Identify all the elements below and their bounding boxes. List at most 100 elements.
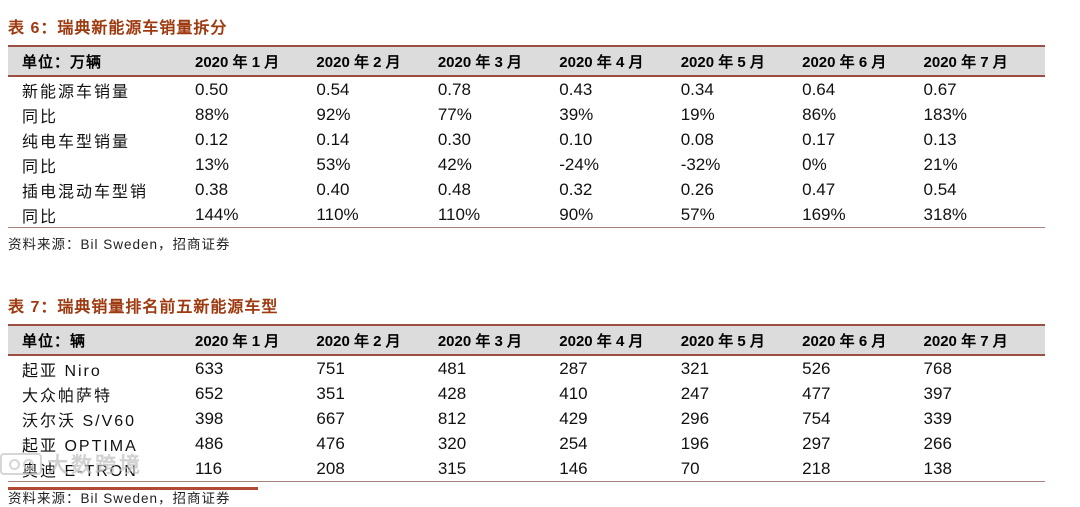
value-cell: 0.34 [680,79,714,99]
month-header-cell: 2020 年 7 月 [923,324,1045,356]
unit-header-cell: 单位：辆 [8,324,195,356]
value-cell: 812 [437,408,467,428]
value-cell: 0.10 [559,129,593,149]
value-cell: 476 [316,433,345,453]
value-cell: 428 [437,383,467,403]
value-cell: 110% [316,202,438,228]
table-6-header-row: 单位：万辆 2020 年 1 月 2020 年 2 月 2020 年 3 月 2020… [8,45,1045,77]
row-label: 同比 [8,202,195,228]
row-label: 同比 [22,158,59,176]
value-cell: 481 [437,358,467,378]
value-cell: 21% [923,154,958,174]
table-row: 起亚 OPTIMA 486 476 320 254 196 297 266 [8,431,1045,456]
value-cell: 0.38 [195,179,229,199]
table-row: 奥迪 E-TRON 116 208 315 146 70 218 138 [8,456,1045,482]
table-row: 同比 144% 110% 110% 90% 57% 169% 318% [8,202,1045,228]
row-label: 起亚 OPTIMA [22,437,138,455]
table-row: 起亚 Niro 633 751 481 287 321 526 768 [8,355,1045,381]
value-cell: 110% [437,202,560,228]
month-header-cell: 2020 年 2 月 [316,45,438,77]
month-header-cell: 2020 年 5 月 [680,324,803,356]
value-cell: 70 [680,456,803,482]
table-7-body: 起亚 Niro 633 751 481 287 321 526 768 大众帕萨特 652 351 4… [8,355,1045,482]
value-cell: 0.26 [680,179,714,199]
value-cell: 183% [923,104,968,124]
value-cell: 77% [437,104,472,124]
value-cell: 92% [316,104,351,124]
value-cell: 398 [195,408,224,428]
table-row: 纯电车型销量 0.12 0.14 0.30 0.10 0.08 0.17 0.13 [8,127,1045,152]
value-cell: 768 [923,358,952,378]
value-cell: 318% [923,202,1045,228]
value-cell: 351 [316,383,345,403]
value-cell: 0.32 [559,179,593,199]
value-cell: 0.14 [316,129,350,149]
value-cell: -24% [559,154,599,174]
row-label: 同比 [22,108,59,126]
value-cell: 88% [195,104,230,124]
row-label: 纯电车型销量 [22,133,131,151]
row-label: 新能源车销量 [22,83,131,101]
month-header-cell: 2020 年 1 月 [195,324,317,356]
value-cell: 296 [680,408,710,428]
month-header-cell: 2020 年 7 月 [923,45,1045,77]
value-cell: 633 [195,358,224,378]
table-row: 沃尔沃 S/V60 398 667 812 429 296 754 339 [8,406,1045,431]
value-cell: 13% [195,154,230,174]
month-header-cell: 2020 年 3 月 [437,45,560,77]
table-7-section: 表 7：瑞典销量排名前五新能源车型 单位：辆 2020 年 1 月 2020 年 … [8,293,1045,507]
table-row: 插电混动车型销 0.38 0.40 0.48 0.32 0.26 0.47 0.54 [8,177,1045,202]
value-cell: 526 [802,358,831,378]
value-cell: 321 [680,358,710,378]
source-note: 资料来源：Bil Sweden，招商证券 [8,491,231,506]
table-row: 同比 88% 92% 77% 39% 19% 86% 183% [8,102,1045,127]
table-7-header-row: 单位：辆 2020 年 1 月 2020 年 2 月 2020 年 3 月 2020 … [8,324,1045,356]
value-cell: 0.50 [195,79,229,99]
value-cell: 57% [680,202,803,228]
value-cell: 486 [195,433,224,453]
table-row: 新能源车销量 0.50 0.54 0.78 0.43 0.34 0.64 0.67 [8,76,1045,102]
table-6: 单位：万辆 2020 年 1 月 2020 年 2 月 2020 年 3 月 2020… [8,45,1045,228]
value-cell: 320 [437,433,467,453]
table-row: 同比 13% 53% 42% -24% -32% 0% 21% [8,152,1045,177]
value-cell: 138 [923,456,1045,482]
month-header-cell: 2020 年 6 月 [802,45,924,77]
value-cell: 116 [195,456,317,482]
value-cell: 0.12 [195,129,229,149]
row-label: 插电混动车型销 [22,183,149,201]
value-cell: 19% [680,104,715,124]
value-cell: 339 [923,408,952,428]
value-cell: 90% [559,202,681,228]
value-cell: 144% [195,202,317,228]
value-cell: 477 [802,383,831,403]
value-cell: 297 [802,433,831,453]
value-cell: 0.64 [802,79,836,99]
table-6-section: 表 6：瑞典新能源车销量拆分 单位：万辆 2020 年 1 月 2020 年 2 … [8,14,1045,253]
month-header-cell: 2020 年 4 月 [559,45,681,77]
value-cell: 39% [559,104,594,124]
month-header-cell: 2020 年 3 月 [437,324,560,356]
value-cell: 0.40 [316,179,350,199]
unit-header-cell: 单位：万辆 [8,45,195,77]
row-label: 奥迪 E-TRON [8,456,195,482]
value-cell: 169% [802,202,924,228]
value-cell: 86% [802,104,837,124]
row-label: 沃尔沃 S/V60 [22,412,137,430]
value-cell: 667 [316,408,345,428]
value-cell: 0.30 [437,129,471,149]
value-cell: 287 [559,358,588,378]
table-7: 单位：辆 2020 年 1 月 2020 年 2 月 2020 年 3 月 2020 … [8,324,1045,482]
value-cell: 208 [316,456,438,482]
value-cell: 254 [559,433,588,453]
value-cell: 0% [802,154,827,174]
value-cell: 53% [316,154,351,174]
table-6-body: 新能源车销量 0.50 0.54 0.78 0.43 0.34 0.64 0.67 同比 88% 9… [8,76,1045,228]
table-6-title: 表 6：瑞典新能源车销量拆分 [8,20,228,37]
value-cell: 0.54 [316,79,350,99]
page-bottom-rule [8,487,258,490]
value-cell: 0.08 [680,129,714,149]
value-cell: 0.47 [802,179,836,199]
value-cell: 754 [802,408,831,428]
value-cell: 397 [923,383,952,403]
